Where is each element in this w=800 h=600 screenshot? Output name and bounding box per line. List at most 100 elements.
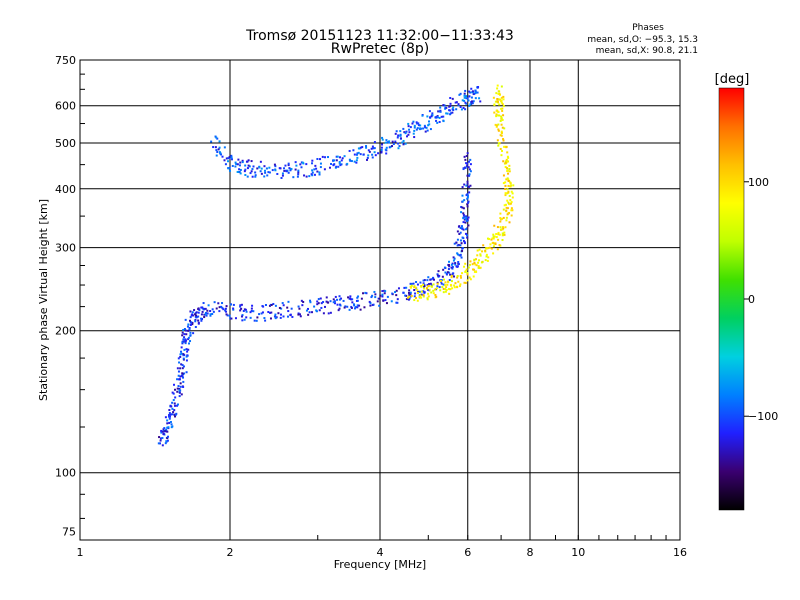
data-point [249,172,252,175]
data-point [239,304,242,307]
data-point [504,226,507,229]
data-point [204,313,207,316]
data-point [297,305,300,308]
data-point [383,292,386,295]
data-point [332,301,335,304]
data-point [258,313,261,316]
data-point [180,346,183,349]
data-point [190,321,193,324]
data-point [158,436,161,439]
data-point [174,415,177,418]
data-point [166,419,169,422]
data-point [409,292,412,295]
data-point [477,265,480,268]
data-point [184,338,187,341]
data-point [466,203,469,206]
data-point [459,239,462,242]
data-point [510,209,513,212]
data-point [287,162,290,165]
data-point [463,92,466,95]
data-point [356,306,359,309]
data-point [179,353,182,356]
data-point [353,303,356,306]
data-point [465,220,468,223]
data-point [422,282,425,285]
data-point [474,89,477,92]
data-point [260,167,263,170]
data-point [285,170,288,173]
data-point [394,140,397,143]
data-point [409,126,412,129]
y-tick-label: 500 [55,137,76,150]
data-point [463,242,466,245]
data-point [504,188,507,191]
data-point [183,328,186,331]
data-point [171,425,174,428]
data-point [449,113,452,116]
data-point [213,301,216,304]
data-point [500,96,503,99]
data-point [169,413,172,416]
data-point [191,311,194,314]
data-point [181,334,184,337]
data-point [338,156,341,159]
data-point [436,273,439,276]
data-point [503,204,506,207]
data-point [242,309,245,312]
data-point [448,292,451,295]
data-point [497,238,500,241]
data-point [360,297,363,300]
data-point [329,300,332,303]
data-point [325,296,328,299]
data-point [212,310,215,313]
data-point [381,143,384,146]
data-point [180,350,183,353]
data-point [220,153,223,156]
data-point [311,162,314,165]
data-point [354,306,357,309]
data-point [506,151,509,154]
data-point [335,165,338,168]
data-point [461,186,464,189]
data-point [366,156,369,159]
data-point [451,97,454,100]
data-point [323,168,326,171]
data-point [467,160,470,163]
data-point [450,280,453,283]
data-point [431,114,434,117]
data-point [448,109,451,112]
data-point [406,135,409,138]
data-point [462,168,465,171]
data-point [466,273,469,276]
data-point [365,158,368,161]
data-point [234,317,237,320]
data-point [204,311,207,314]
data-point [443,266,446,269]
data-point [465,154,468,157]
data-point [244,164,247,167]
data-point [410,282,413,285]
data-point [403,286,406,289]
data-point [361,146,364,149]
data-point [427,295,430,298]
data-point [384,148,387,151]
data-point [495,236,498,239]
data-point [500,131,503,134]
data-point [381,138,384,141]
data-point [195,311,198,314]
data-point [311,159,314,162]
data-point [168,412,171,415]
data-point [329,311,332,314]
data-point [179,367,182,370]
data-point [492,237,495,240]
data-point [485,247,488,250]
data-point [501,232,504,235]
data-point [182,365,185,368]
data-point [364,291,367,294]
data-point [427,292,430,295]
data-point [408,131,411,134]
data-point [239,305,242,308]
data-point [279,316,282,319]
data-point [500,228,503,231]
data-point [423,279,426,282]
